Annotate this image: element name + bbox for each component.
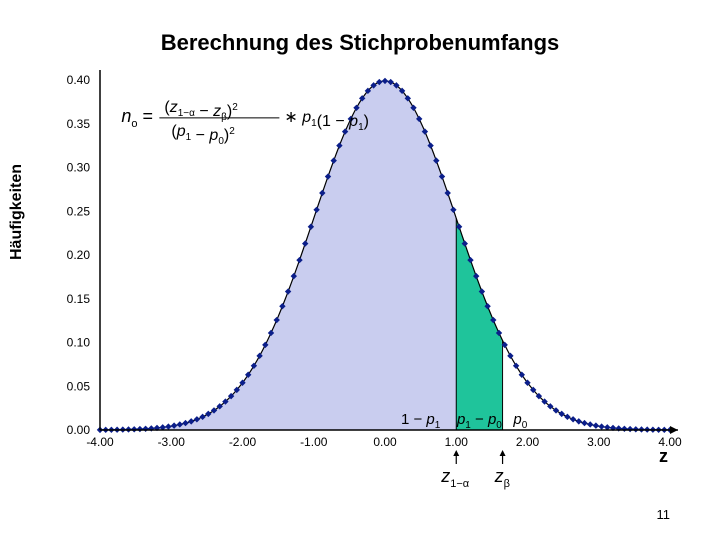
ytick-label: 0.30 bbox=[67, 161, 91, 175]
ytick-label: 0.25 bbox=[67, 204, 91, 218]
arrow-label-zb: zβ bbox=[494, 466, 510, 490]
x-axis-label: z bbox=[659, 446, 668, 466]
page-number: 11 bbox=[657, 507, 671, 522]
ytick-label: 0.10 bbox=[67, 336, 91, 350]
formula-numerator: (z1−α − zβ)2 bbox=[164, 99, 238, 123]
marker-diamond bbox=[513, 363, 519, 369]
marker-diamond bbox=[564, 414, 570, 420]
formula-tail: ∗ p1(1 − p1) bbox=[284, 109, 369, 133]
marker-diamond bbox=[570, 416, 576, 422]
ytick-label: 0.05 bbox=[67, 379, 91, 393]
ytick-label: 0.40 bbox=[67, 73, 91, 87]
ytick-label: 0.35 bbox=[67, 117, 91, 131]
marker-diamond bbox=[598, 423, 604, 429]
ytick-label: 0.20 bbox=[67, 248, 91, 262]
xtick-label: 1.00 bbox=[445, 435, 469, 449]
marker-diamond bbox=[593, 422, 599, 428]
ytick-label: 0.15 bbox=[67, 292, 91, 306]
page-title: Berechnung des Stichprobenumfangs bbox=[0, 30, 720, 56]
area-main bbox=[100, 81, 456, 430]
arrow-label-z1a: z1−α bbox=[440, 466, 470, 490]
marker-diamond bbox=[576, 418, 582, 424]
marker-diamond bbox=[507, 353, 513, 359]
xtick-label: -1.00 bbox=[300, 435, 328, 449]
marker-diamond bbox=[627, 426, 633, 432]
formula-lhs: no = bbox=[121, 106, 153, 130]
xtick-label: 0.00 bbox=[373, 435, 397, 449]
marker-diamond bbox=[621, 426, 627, 432]
xtick-label: -3.00 bbox=[158, 435, 186, 449]
marker-diamond bbox=[581, 420, 587, 426]
xtick-label: 3.00 bbox=[587, 435, 611, 449]
xtick-label: -4.00 bbox=[86, 435, 114, 449]
arrow-up-head bbox=[500, 450, 506, 456]
arrow-up-head bbox=[453, 450, 459, 456]
xtick-label: 2.00 bbox=[516, 435, 540, 449]
y-axis-label: Häufigkeiten bbox=[8, 164, 26, 260]
xtick-label: -2.00 bbox=[229, 435, 257, 449]
marker-diamond bbox=[587, 421, 593, 427]
formula-denominator: (p1 − p0)2 bbox=[171, 123, 235, 147]
marker-diamond bbox=[559, 411, 565, 417]
normal-distribution-chart: 0.00 0.05 0.10 0.15 0.20 0.25 0.30 0.35 0.40 -4.0… bbox=[30, 70, 690, 490]
marker-diamond bbox=[137, 426, 143, 432]
x-axis-arrow bbox=[670, 426, 678, 434]
marker-diamond bbox=[142, 426, 148, 432]
base-label-p0: p0 bbox=[512, 411, 527, 431]
